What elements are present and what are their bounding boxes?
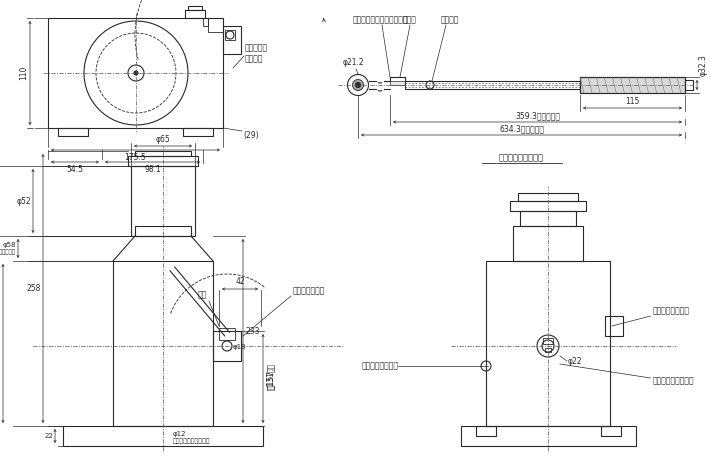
Text: 操作レバー差込口: 操作レバー差込口 xyxy=(652,306,689,316)
Text: 42: 42 xyxy=(235,277,245,286)
Bar xyxy=(113,261,213,426)
Text: 175.5: 175.5 xyxy=(125,153,146,162)
Text: 110: 110 xyxy=(19,66,28,80)
Bar xyxy=(219,328,235,340)
Bar xyxy=(580,77,685,93)
Circle shape xyxy=(356,82,361,87)
Bar xyxy=(476,426,496,436)
Bar xyxy=(58,128,88,136)
Circle shape xyxy=(352,80,364,91)
Text: 258: 258 xyxy=(27,284,41,293)
Bar xyxy=(601,426,621,436)
Bar xyxy=(513,226,583,261)
Text: 22: 22 xyxy=(44,433,53,439)
Bar xyxy=(135,151,191,156)
Text: 専用操作レバー詳細: 専用操作レバー詳細 xyxy=(499,153,544,162)
Bar xyxy=(183,128,213,136)
Text: 98.1: 98.1 xyxy=(144,165,161,174)
Bar xyxy=(520,211,576,226)
Text: （157.）: （157.） xyxy=(266,363,275,389)
Text: φ65: φ65 xyxy=(155,135,170,144)
Text: 操作レバー
回転方向: 操作レバー 回転方向 xyxy=(245,43,268,63)
Bar xyxy=(223,26,241,54)
Bar xyxy=(685,80,693,90)
Bar xyxy=(405,81,580,89)
Bar xyxy=(518,193,578,201)
Text: 115: 115 xyxy=(626,97,640,106)
Text: 取手: 取手 xyxy=(197,290,207,299)
Bar xyxy=(128,156,198,166)
Text: φ10: φ10 xyxy=(233,344,246,350)
Bar xyxy=(188,6,202,10)
Text: φ12: φ12 xyxy=(173,431,187,437)
Text: レバーソケット: レバーソケット xyxy=(293,287,325,295)
Text: オイルフィリング: オイルフィリング xyxy=(361,361,398,371)
Bar xyxy=(48,18,223,128)
Text: 634.3（最伸長）: 634.3（最伸長） xyxy=(499,124,544,133)
Bar xyxy=(543,338,553,344)
Bar xyxy=(185,10,205,18)
Text: φ52: φ52 xyxy=(16,196,31,206)
Text: リリーズスクリュウ: リリーズスクリュウ xyxy=(652,376,694,386)
Text: (29): (29) xyxy=(243,131,258,140)
Text: φ58: φ58 xyxy=(3,241,16,247)
Circle shape xyxy=(134,71,138,75)
Bar xyxy=(545,348,551,352)
Text: （131）: （131） xyxy=(266,367,275,390)
Bar xyxy=(580,77,685,93)
Text: リリーズスクリュウ差込口: リリーズスクリュウ差込口 xyxy=(352,15,408,24)
Bar xyxy=(208,18,223,32)
Bar xyxy=(510,201,586,211)
Text: φ32.3: φ32.3 xyxy=(699,54,708,76)
Text: 359.3（最短長）: 359.3（最短長） xyxy=(515,111,560,120)
Bar xyxy=(605,316,623,336)
Text: φ22: φ22 xyxy=(568,356,582,365)
Text: φ101: φ101 xyxy=(0,339,1,348)
Text: 233: 233 xyxy=(246,327,261,336)
Bar xyxy=(225,30,235,40)
Text: （シリンダ内径）: （シリンダ内径） xyxy=(0,250,16,255)
Bar xyxy=(461,426,635,446)
Text: 54.5: 54.5 xyxy=(67,165,84,174)
Bar xyxy=(213,331,241,361)
Bar xyxy=(63,426,263,446)
Text: 伸縮式: 伸縮式 xyxy=(403,15,417,24)
Bar xyxy=(135,226,191,236)
Text: φ21.2: φ21.2 xyxy=(342,58,364,67)
Text: （ポンプピストン径）: （ポンプピストン径） xyxy=(173,438,210,444)
Text: ストッパ: ストッパ xyxy=(441,15,459,24)
Bar xyxy=(131,166,195,236)
Bar xyxy=(486,261,610,426)
Bar xyxy=(203,18,208,26)
Bar xyxy=(390,81,405,85)
